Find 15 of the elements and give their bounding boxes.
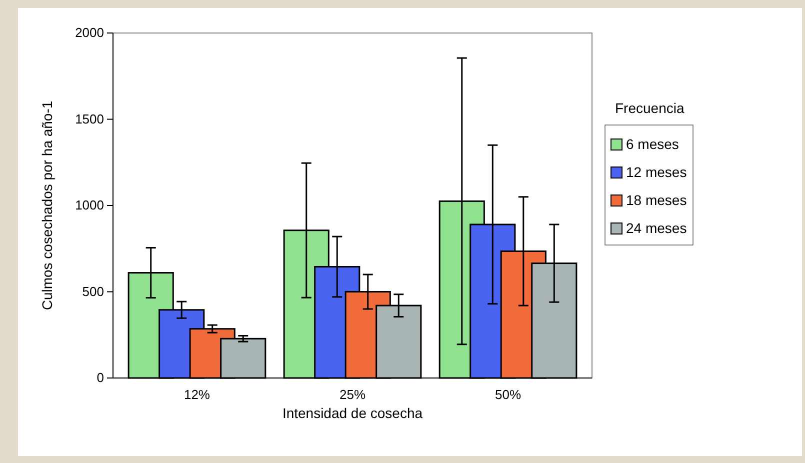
legend-title: Frecuencia <box>615 100 684 116</box>
y-tick-label: 1500 <box>75 111 104 126</box>
legend-label: 18 meses <box>626 192 687 208</box>
legend-label: 6 meses <box>626 136 679 152</box>
legend-label: 12 meses <box>626 164 687 180</box>
y-tick-label: 0 <box>96 370 104 386</box>
x-tick-label: 50% <box>495 387 522 402</box>
y-tick-label: 500 <box>82 284 104 299</box>
x-tick-label: 25% <box>339 387 366 402</box>
y-axis-title: Culmos cosechados por ha año-1 <box>39 100 55 310</box>
y-tick-label: 2000 <box>75 25 104 40</box>
legend-label: 24 meses <box>626 220 687 236</box>
x-tick-label: 12% <box>184 387 210 402</box>
x-axis-title: Intensidad de cosecha <box>282 405 423 421</box>
y-tick-label: 1000 <box>75 198 104 213</box>
